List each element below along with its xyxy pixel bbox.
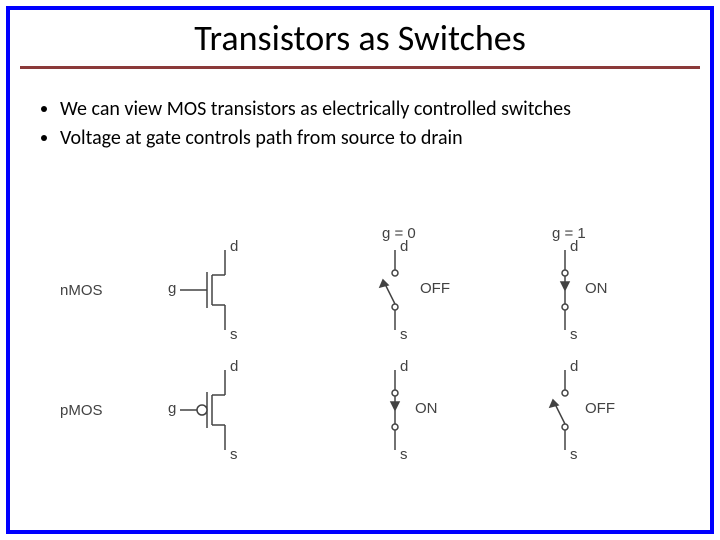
pin-label-s: s [230,446,238,463]
pin-label-s: s [400,326,408,343]
pin-label-g: g [168,280,176,297]
pmos-symbol-icon [180,370,260,460]
col-header-g1: g = 1 [552,225,586,242]
pin-label-s: s [570,446,578,463]
pin-label-s: s [400,446,408,463]
pin-label-d: d [570,238,578,255]
nmos-symbol-icon [180,250,260,340]
pin-label-g: g [168,400,176,417]
transistor-diagram: g = 0 g = 1 nMOS pMOS d g s d g s [60,230,660,490]
state-label-on: ON [415,400,438,417]
pin-label-d: d [570,358,578,375]
pin-label-d: d [400,358,408,375]
pin-label-d: d [230,358,238,375]
pin-label-d: d [400,238,408,255]
pin-label-d: d [230,238,238,255]
row-label-pmos: pMOS [60,402,103,419]
pin-label-s: s [230,326,238,343]
state-label-on: ON [585,280,608,297]
pin-label-s: s [570,326,578,343]
col-header-g0: g = 0 [382,225,416,242]
row-label-nmos: nMOS [60,282,103,299]
state-label-off: OFF [420,280,450,297]
state-label-off: OFF [585,400,615,417]
